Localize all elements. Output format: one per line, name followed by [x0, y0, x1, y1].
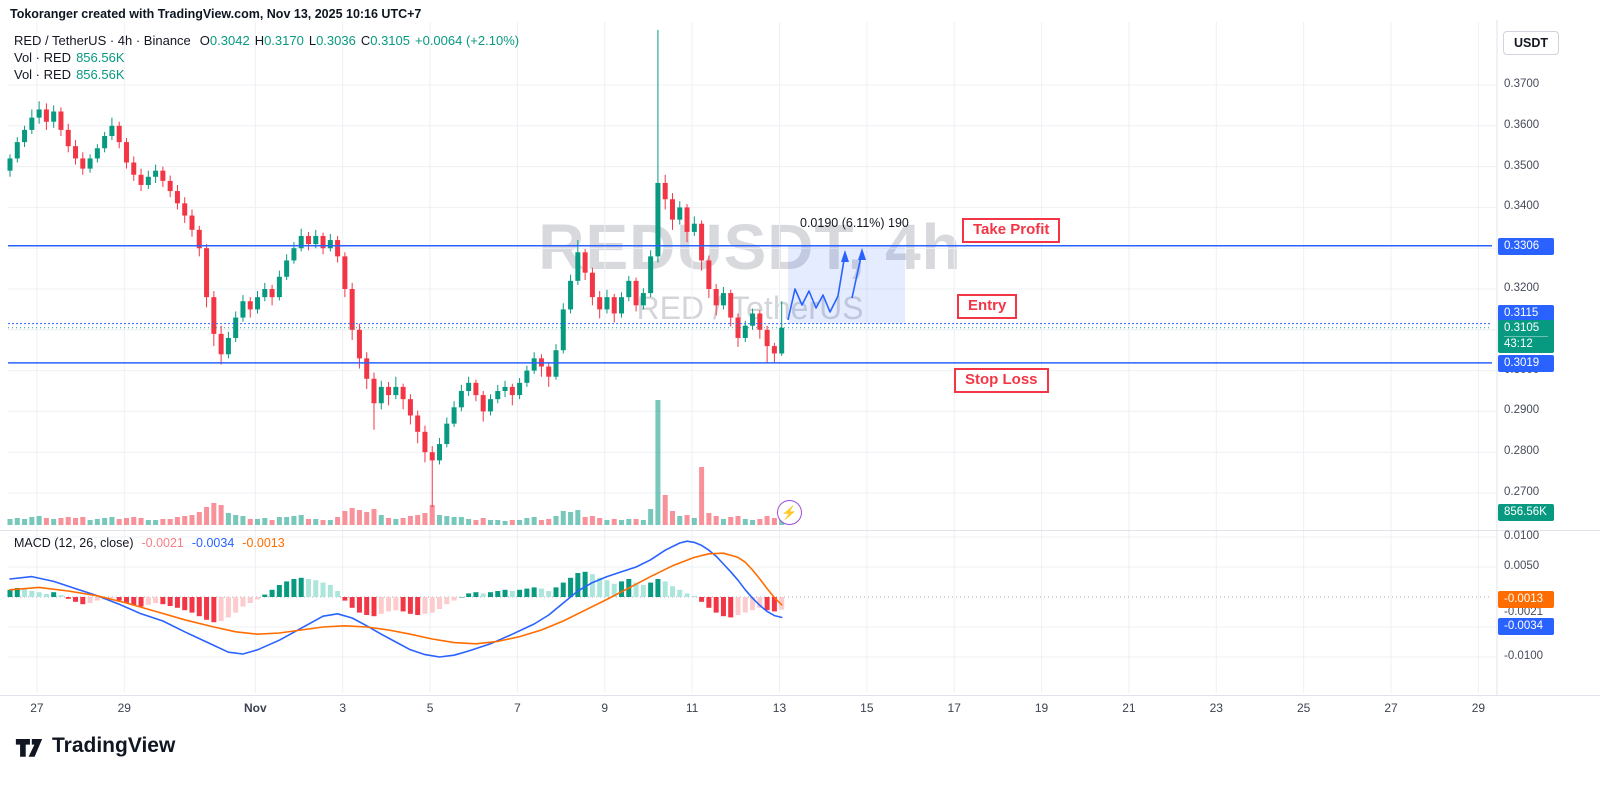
macd-axis-tick: 0.0100 [1504, 530, 1540, 542]
ohlc-low-value: 0.3036 [316, 32, 356, 48]
tradingview-logo[interactable]: TradingView [14, 733, 175, 758]
ohlc-open-label: O [199, 32, 210, 48]
price-axis-tick: 0.3400 [1504, 200, 1540, 213]
volume-legend-row-2: Vol · RED 856.56K [14, 66, 519, 82]
change-value: +0.0064 (+2.10%) [415, 32, 520, 48]
macd-axis-tag: -0.0013 [1498, 590, 1554, 608]
entry-label[interactable]: Entry [957, 294, 1018, 319]
price-axis-tick: 0.3200 [1504, 282, 1540, 294]
time-axis-label: 3 [339, 701, 347, 715]
volume-label: Vol · RED [14, 66, 72, 82]
time-axis-label: 7 [514, 701, 521, 715]
volume-value: 856.56K [76, 49, 125, 65]
ohlc-low-label: L [308, 32, 317, 48]
volume-label: Vol · RED [14, 49, 72, 65]
watermark-title: REDUSDT, 4h [538, 211, 962, 283]
price-axis-tick: 0.3500 [1504, 159, 1540, 172]
volume-legend-row-1: Vol · RED 856.56K [14, 49, 519, 65]
macd-title: MACD (12, 26, close) [14, 536, 134, 550]
macd-axis-tick: -0.0100 [1504, 650, 1544, 662]
watermark: REDUSDT, 4h RED / TetherUS [0, 210, 1500, 327]
price-axis-tick: 0.3700 [1504, 78, 1540, 90]
tradingview-logo-text: TradingView [52, 733, 176, 757]
price-axis-tag: 0.3115 [1498, 304, 1554, 322]
time-axis-label: 17 [947, 701, 961, 715]
ohlc-high-value: 0.3170 [264, 32, 304, 48]
volume-value: 856.56K [76, 66, 125, 82]
time-axis-label: 19 [1034, 701, 1049, 715]
time-axis-label: 29 [1471, 701, 1486, 715]
ohlc-close-value: 0.3105 [370, 32, 410, 48]
time-axis-label: 21 [1122, 701, 1136, 715]
chart-legend: RED / TetherUS · 4h · Binance O0.3042 H0… [14, 32, 519, 83]
macd-axis-tag: -0.0034 [1498, 618, 1554, 636]
time-axis-label: 23 [1209, 701, 1223, 715]
price-axis-tag: 856.56K [1498, 504, 1554, 521]
time-axis-label: 9 [601, 701, 609, 715]
time-axis-label: Nov [243, 701, 267, 715]
symbol-legend-row: RED / TetherUS · 4h · Binance O0.3042 H0… [14, 32, 519, 48]
tradingview-logo-icon [15, 738, 43, 757]
currency-toggle-button[interactable]: USDT [1503, 31, 1559, 55]
price-axis-tick: 0.3600 [1504, 118, 1540, 131]
time-axis-label: 29 [117, 701, 131, 715]
ohlc-close-label: C [360, 32, 371, 48]
watermark-subtitle: RED / TetherUS [636, 290, 864, 326]
time-axis-label: 13 [772, 701, 787, 715]
macd-axis-tick: -0.0021 [1504, 605, 1544, 618]
macd-histogram-value: -0.0021 [141, 536, 184, 550]
symbol-title: RED / TetherUS · 4h · Binance [14, 32, 191, 48]
time-axis-label: 27 [1384, 701, 1398, 715]
price-axis-tick: 0.2800 [1504, 445, 1540, 458]
price-axis-tag: 0.3306 [1498, 237, 1554, 255]
stop-loss-label[interactable]: Stop Loss [954, 368, 1049, 393]
time-axis-label: 15 [860, 701, 874, 715]
credit-text: Tokoranger created with TradingView.com,… [10, 7, 422, 21]
macd-legend: MACD (12, 26, close) -0.0021 -0.0034 -0.… [14, 536, 285, 550]
take-profit-label[interactable]: Take Profit [962, 218, 1061, 243]
price-axis-tag: 0.3019 [1498, 354, 1554, 372]
ohlc-open-value: 0.3042 [209, 32, 250, 48]
price-axis-tick: 0.2900 [1504, 404, 1540, 417]
price-axis-tick: 0.2700 [1504, 486, 1540, 498]
time-axis-label: 5 [426, 701, 434, 715]
macd-signal-value: -0.0013 [242, 536, 285, 550]
projection-measure-text: 0.0190 (6.11%) 190 [800, 216, 909, 230]
time-axis-label: 11 [685, 701, 699, 715]
macd-line-value: -0.0034 [191, 536, 235, 550]
time-axis-label: 25 [1296, 701, 1311, 715]
ohlc-high-label: H [254, 32, 265, 48]
time-axis-label: 27 [30, 701, 44, 715]
macd-axis-tick: 0.0050 [1504, 560, 1540, 572]
last-price-countdown-tag: 0.3105 43:12 [1498, 319, 1554, 353]
instant-trading-icon[interactable]: ⚡ [777, 500, 802, 525]
